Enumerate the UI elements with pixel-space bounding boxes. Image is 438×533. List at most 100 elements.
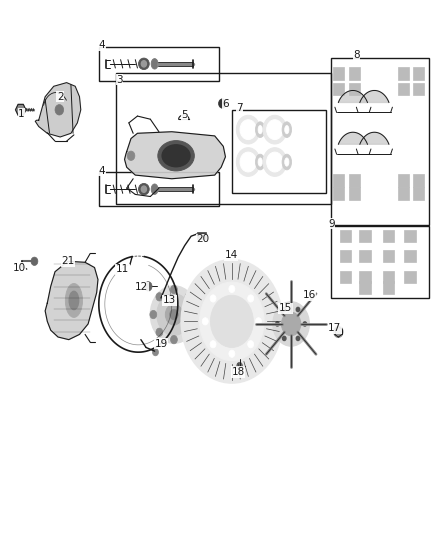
Text: 7: 7 bbox=[236, 103, 243, 113]
Polygon shape bbox=[360, 132, 389, 144]
Bar bbox=[359, 271, 371, 283]
Ellipse shape bbox=[157, 294, 191, 335]
Text: 16: 16 bbox=[303, 290, 316, 300]
Circle shape bbox=[248, 295, 254, 302]
Bar bbox=[116, 73, 331, 204]
Circle shape bbox=[210, 341, 216, 348]
Bar bbox=[383, 271, 394, 283]
Bar bbox=[331, 58, 429, 225]
Text: 5: 5 bbox=[181, 110, 188, 120]
Ellipse shape bbox=[151, 184, 158, 195]
Circle shape bbox=[248, 341, 254, 348]
Ellipse shape bbox=[255, 154, 265, 170]
Circle shape bbox=[185, 293, 192, 301]
Polygon shape bbox=[35, 83, 81, 137]
Ellipse shape bbox=[240, 152, 256, 172]
Ellipse shape bbox=[334, 326, 343, 337]
Circle shape bbox=[210, 295, 253, 348]
Ellipse shape bbox=[255, 122, 265, 138]
Bar bbox=[349, 83, 360, 95]
Circle shape bbox=[296, 308, 300, 312]
Bar bbox=[359, 250, 371, 262]
Bar bbox=[331, 226, 429, 298]
Ellipse shape bbox=[240, 120, 256, 140]
Bar bbox=[99, 47, 219, 81]
Ellipse shape bbox=[258, 158, 262, 166]
Text: 6: 6 bbox=[222, 99, 229, 109]
Bar bbox=[404, 230, 416, 243]
Circle shape bbox=[150, 310, 157, 319]
Text: 15: 15 bbox=[279, 303, 292, 313]
Text: 1: 1 bbox=[18, 109, 25, 119]
Text: 9: 9 bbox=[328, 219, 335, 229]
Ellipse shape bbox=[282, 154, 292, 170]
Bar bbox=[340, 271, 351, 283]
Bar bbox=[333, 187, 344, 200]
Circle shape bbox=[283, 308, 286, 312]
Polygon shape bbox=[15, 104, 26, 115]
Circle shape bbox=[276, 322, 279, 326]
Polygon shape bbox=[339, 132, 367, 144]
Circle shape bbox=[181, 260, 283, 383]
Text: 20: 20 bbox=[196, 235, 209, 244]
Bar bbox=[340, 250, 351, 262]
Ellipse shape bbox=[141, 61, 146, 67]
Ellipse shape bbox=[237, 362, 242, 369]
Bar bbox=[398, 174, 409, 187]
Bar bbox=[398, 187, 409, 200]
Text: 12: 12 bbox=[135, 282, 148, 293]
Bar bbox=[383, 281, 394, 294]
Circle shape bbox=[303, 322, 307, 326]
Ellipse shape bbox=[285, 125, 289, 134]
Bar bbox=[383, 230, 394, 243]
Polygon shape bbox=[339, 91, 367, 102]
Ellipse shape bbox=[258, 125, 262, 134]
Circle shape bbox=[200, 282, 264, 360]
Bar bbox=[398, 67, 409, 79]
Circle shape bbox=[156, 293, 163, 301]
Ellipse shape bbox=[65, 284, 82, 318]
Circle shape bbox=[156, 328, 163, 336]
Ellipse shape bbox=[138, 183, 149, 195]
Bar bbox=[349, 67, 360, 79]
Text: 18: 18 bbox=[232, 367, 245, 377]
Ellipse shape bbox=[267, 152, 283, 172]
Ellipse shape bbox=[158, 141, 194, 171]
Bar bbox=[232, 110, 326, 193]
Circle shape bbox=[170, 285, 177, 294]
Text: 13: 13 bbox=[163, 295, 176, 305]
Ellipse shape bbox=[69, 292, 79, 310]
Text: 4: 4 bbox=[99, 40, 106, 50]
Ellipse shape bbox=[282, 122, 292, 138]
Circle shape bbox=[296, 336, 300, 341]
Bar bbox=[413, 67, 424, 79]
Bar bbox=[398, 83, 409, 95]
Bar bbox=[359, 230, 371, 243]
Ellipse shape bbox=[273, 302, 309, 346]
Circle shape bbox=[55, 104, 64, 115]
Text: 4: 4 bbox=[99, 166, 106, 176]
Ellipse shape bbox=[263, 115, 286, 144]
Bar bbox=[333, 67, 344, 79]
Circle shape bbox=[283, 336, 286, 341]
Ellipse shape bbox=[170, 309, 178, 320]
Bar bbox=[383, 250, 394, 262]
Circle shape bbox=[170, 335, 177, 344]
Text: 3: 3 bbox=[116, 75, 123, 85]
Ellipse shape bbox=[141, 186, 146, 192]
Ellipse shape bbox=[285, 158, 289, 166]
Bar bbox=[413, 187, 424, 200]
Text: 11: 11 bbox=[116, 264, 129, 274]
Text: 14: 14 bbox=[224, 250, 238, 260]
Circle shape bbox=[185, 328, 192, 336]
Ellipse shape bbox=[166, 304, 183, 325]
Text: 17: 17 bbox=[328, 323, 342, 333]
Bar bbox=[349, 174, 360, 187]
Ellipse shape bbox=[263, 148, 286, 176]
Circle shape bbox=[255, 318, 261, 325]
Bar bbox=[413, 83, 424, 95]
Circle shape bbox=[152, 349, 159, 356]
Ellipse shape bbox=[282, 312, 301, 336]
Circle shape bbox=[191, 310, 198, 319]
Text: 2: 2 bbox=[57, 92, 64, 102]
